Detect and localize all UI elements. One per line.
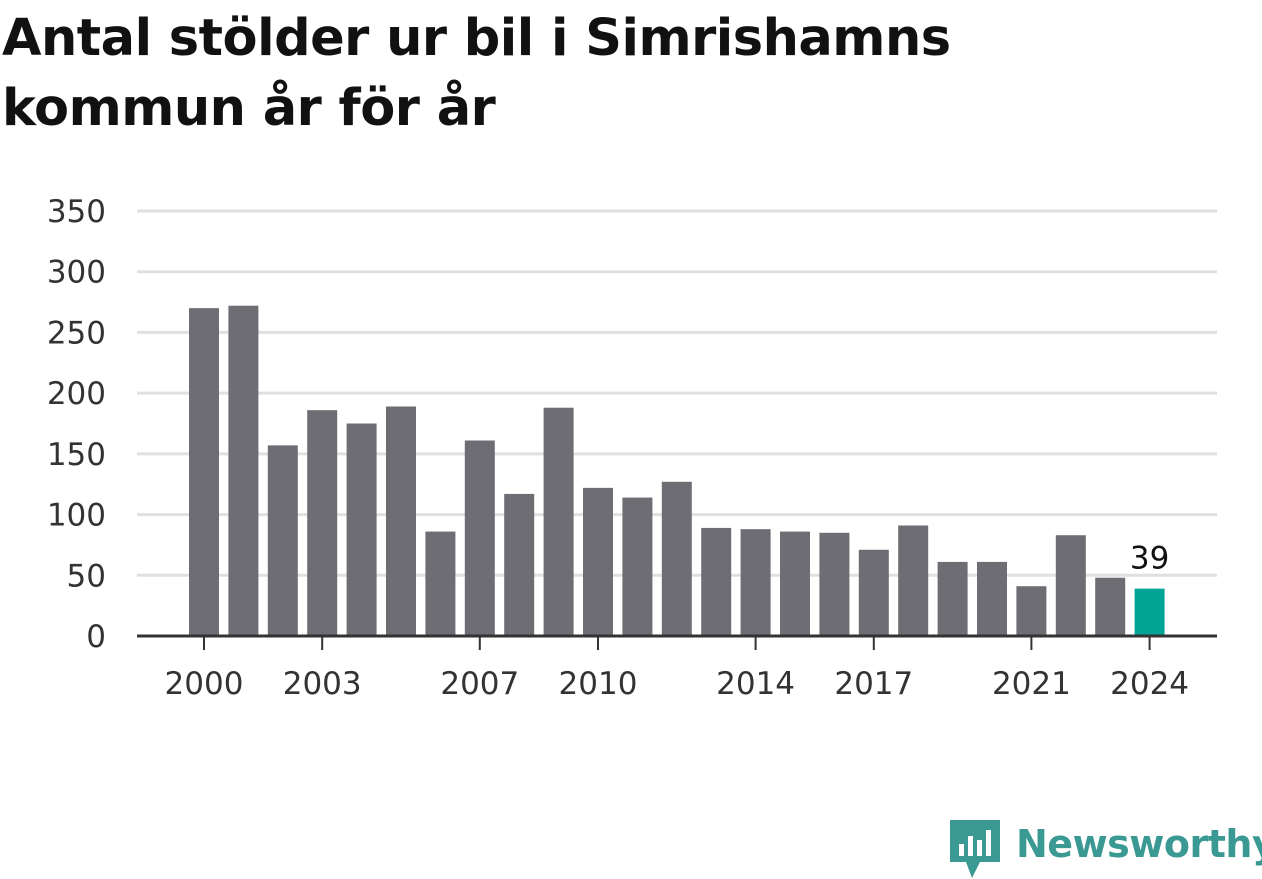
x-tick-label: 2003	[283, 666, 362, 702]
y-tick-label: 0	[86, 619, 106, 655]
bar-2019	[937, 561, 968, 636]
y-tick-label: 150	[47, 437, 106, 473]
bar-2000	[189, 308, 219, 636]
y-tick-label: 300	[47, 255, 106, 291]
bar-2016	[819, 532, 850, 636]
y-tick-label: 50	[67, 558, 106, 594]
bar-2007	[464, 440, 495, 636]
data-labels: 39	[1130, 541, 1169, 577]
bar-2013	[701, 527, 732, 636]
x-tick-label: 2021	[992, 666, 1071, 702]
bar-2024	[1134, 588, 1165, 636]
bar-2001	[228, 305, 259, 636]
x-tick-label: 2014	[716, 666, 795, 702]
bar-2003	[307, 410, 338, 636]
x-tick-label: 2024	[1110, 666, 1189, 702]
bar-2009	[543, 407, 574, 636]
y-tick-label: 350	[47, 194, 106, 230]
bar-2010	[583, 487, 613, 636]
bar-2012	[661, 481, 692, 636]
bar-2017	[858, 549, 889, 636]
bar-2018	[898, 525, 929, 636]
bar-2011	[622, 497, 653, 636]
speech-bubble-bar-chart-icon	[950, 820, 1000, 878]
x-tick-label: 2007	[440, 666, 519, 702]
data-label: 39	[1130, 541, 1169, 577]
bar-2004	[346, 423, 377, 636]
bar-2022	[1055, 535, 1086, 636]
y-tick-label: 100	[47, 498, 106, 534]
x-tick-label: 2017	[834, 666, 913, 702]
y-tick-label: 250	[47, 315, 106, 351]
bar-2020	[977, 561, 1007, 636]
bar-2008	[504, 493, 535, 636]
x-tick-label: 2010	[559, 666, 638, 702]
bar-2015	[780, 531, 810, 636]
bar-2002	[267, 445, 298, 636]
bar-2021	[1016, 586, 1047, 636]
logo-text: Newsworthy	[1016, 822, 1262, 866]
bar-2014	[740, 529, 771, 636]
bar-2006	[425, 531, 456, 636]
axes: 0 50 100 150 200 250 300 350 2000 2003 2007 2010 201…	[47, 194, 1217, 702]
chart-title: Antal stölder ur bil i Simrishamns kommu…	[2, 9, 951, 138]
bars	[189, 305, 1165, 636]
bar-2005	[386, 406, 416, 636]
x-tick-label: 2000	[165, 666, 244, 702]
y-tick-label: 200	[47, 376, 106, 412]
bar-2023	[1095, 577, 1126, 636]
newsworthy-logo: Newsworthy	[950, 818, 1262, 878]
